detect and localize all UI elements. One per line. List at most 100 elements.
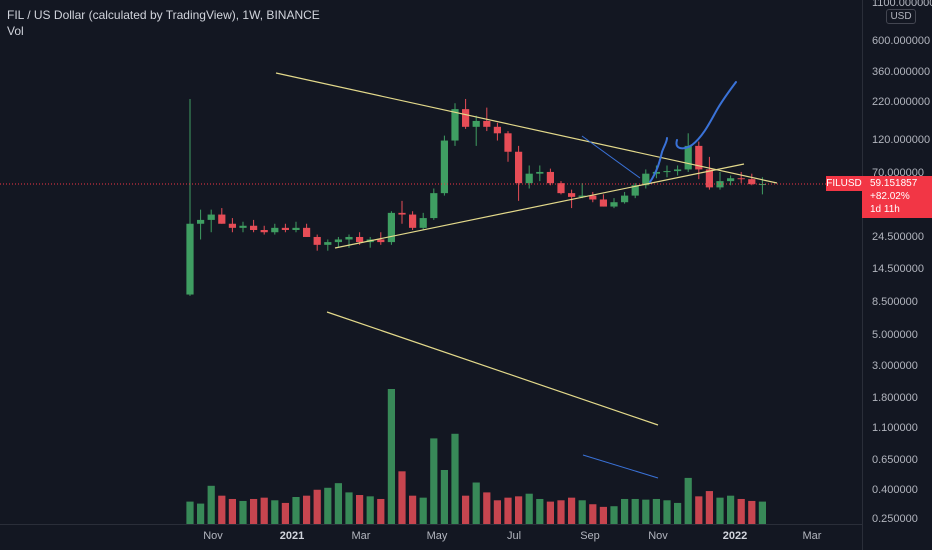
candle-body — [239, 225, 247, 228]
candle-body — [748, 179, 756, 185]
symbol-tag: FILUSD — [826, 176, 862, 191]
candle-body — [546, 171, 554, 184]
candle-body — [536, 171, 544, 174]
volume-bar — [758, 501, 766, 524]
candle-body — [462, 109, 470, 127]
volume-bar — [186, 501, 194, 524]
volume-bar — [228, 498, 236, 524]
volume-bar — [557, 500, 565, 524]
candle-body — [483, 120, 491, 127]
trendline-lower — [334, 163, 745, 249]
time-tick-label: Sep — [580, 530, 600, 542]
time-axis-divider — [0, 524, 862, 525]
volume-bar — [663, 500, 671, 524]
volume-bar — [345, 492, 353, 524]
candle-body — [409, 214, 417, 228]
price-tick-label: 1.100000 — [872, 422, 918, 434]
volume-bar — [674, 502, 682, 524]
volume-bar — [536, 498, 544, 524]
candle-body — [228, 223, 236, 228]
volume-bar — [419, 497, 427, 524]
candle-body — [493, 126, 501, 134]
price-tick-label: 70.000000 — [872, 166, 924, 179]
candle-body — [387, 212, 395, 243]
candle-body — [281, 227, 289, 231]
candle-body — [324, 242, 332, 245]
volume-bar — [483, 492, 491, 524]
candle-body — [250, 225, 258, 231]
candle-body — [557, 183, 565, 194]
price-tick-label: 14.500000 — [872, 263, 924, 276]
volume-bar — [748, 500, 756, 524]
volume-bar — [377, 498, 385, 524]
candle-body — [303, 227, 311, 237]
candle-body — [419, 218, 427, 228]
volume-bar — [207, 485, 215, 524]
volume-bar — [430, 438, 438, 524]
volume-bar — [356, 495, 364, 524]
volume-bar — [260, 497, 268, 524]
volume-bar — [334, 483, 342, 524]
time-tick-label: Jul — [506, 530, 522, 542]
volume-bar — [695, 496, 703, 524]
candle-body — [621, 195, 629, 203]
volume-bar — [218, 495, 226, 524]
volume-bar — [504, 497, 512, 524]
candle-body — [271, 227, 279, 233]
candle-body — [727, 178, 735, 182]
candle-body — [313, 236, 321, 245]
candle-body — [345, 236, 353, 240]
candle-body — [430, 193, 438, 219]
time-tick-label: Nov — [648, 530, 668, 542]
candle-body — [642, 173, 650, 186]
price-tick-label: 1100.000000 — [872, 0, 932, 10]
candle-body — [356, 236, 364, 243]
volume-bar — [546, 501, 554, 524]
volume-bar — [292, 497, 300, 524]
price-tick-label: 0.400000 — [872, 484, 918, 497]
volume-bar — [197, 503, 205, 524]
volume-label: Vol — [7, 24, 24, 38]
volume-bar — [515, 496, 523, 524]
volume-bar — [451, 433, 459, 524]
volume-bar — [398, 471, 406, 524]
time-tick-label: Mar — [802, 530, 822, 542]
drawing-price-downtrend — [581, 135, 641, 179]
candle-body — [451, 109, 459, 141]
currency-label[interactable]: USD — [886, 9, 916, 24]
candle-body — [599, 199, 607, 207]
trendline-projection — [326, 311, 659, 426]
time-tick-label: 2021 — [279, 530, 305, 542]
volume-bar — [281, 502, 289, 524]
bar-countdown: 1d 11h — [870, 204, 900, 215]
candle-body — [610, 202, 618, 207]
candle-body — [589, 195, 597, 200]
time-tick-label: May — [426, 530, 448, 542]
price-tick-label: 0.250000 — [872, 513, 918, 526]
candle-body — [472, 120, 480, 127]
volume-bar — [599, 506, 607, 524]
candle-body — [260, 230, 268, 233]
candle-body — [737, 178, 745, 180]
candle-body — [292, 227, 300, 231]
candle-body — [663, 171, 671, 173]
candle-body — [334, 239, 342, 243]
candle-body — [186, 223, 194, 295]
volume-bar — [313, 489, 321, 524]
candle-body — [674, 169, 682, 172]
volume-bar — [324, 487, 332, 524]
volume-bar — [568, 497, 576, 524]
volume-bar — [250, 498, 258, 524]
time-tick-label: 2022 — [722, 530, 748, 542]
last-price-box: 59.151857 +82.02% 1d 11h — [862, 176, 932, 218]
time-tick-label: Nov — [203, 530, 223, 542]
volume-bar — [589, 504, 597, 524]
volume-bar — [387, 389, 395, 524]
price-tick-label: 120.000000 — [872, 133, 931, 146]
price-tick-label: 1.800000 — [872, 391, 918, 404]
price-axis-divider — [862, 0, 863, 550]
candle-body — [504, 133, 512, 152]
last-price: 59.151857 — [870, 178, 918, 189]
candle-body — [578, 195, 586, 197]
